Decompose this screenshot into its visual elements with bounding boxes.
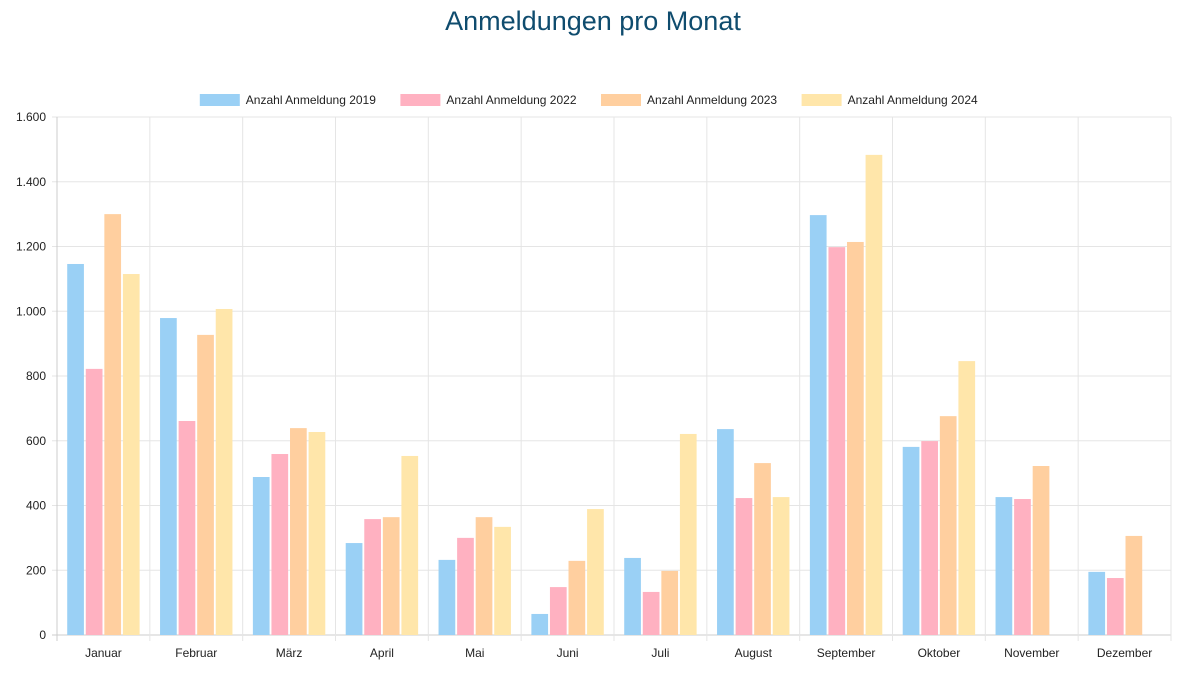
legend-label: Anzahl Anmeldung 2023: [647, 93, 777, 107]
bar: [457, 537, 474, 635]
x-tick-label: November: [1004, 646, 1059, 660]
bar: [902, 446, 920, 635]
bar: [754, 463, 771, 635]
bar: [494, 526, 511, 635]
bar: [475, 517, 493, 635]
bar: [679, 433, 697, 635]
bar: [308, 432, 326, 635]
y-tick-label: 1.200: [16, 240, 46, 254]
bar: [160, 318, 177, 635]
bar: [85, 368, 103, 635]
x-tick-label: September: [817, 646, 876, 660]
bar: [735, 498, 753, 635]
legend-swatch: [801, 94, 842, 106]
x-tick-label: Februar: [175, 646, 217, 660]
x-tick-label: April: [370, 646, 394, 660]
bar: [717, 429, 734, 635]
bar: [587, 509, 604, 635]
bar: [104, 214, 122, 635]
bar: [995, 497, 1013, 635]
bar: [939, 416, 957, 635]
bar: [290, 428, 307, 635]
y-tick-label: 1.600: [16, 110, 46, 124]
bar: [271, 454, 289, 635]
legend-label: Anzahl Anmeldung 2024: [848, 93, 978, 107]
y-tick-label: 200: [26, 563, 46, 577]
bar: [624, 557, 641, 635]
x-tick-label: Mai: [465, 646, 484, 660]
bar: [847, 241, 864, 635]
y-tick-label: 600: [26, 434, 46, 448]
bar: [568, 560, 586, 635]
bar: [531, 613, 549, 635]
bar: [642, 591, 660, 635]
x-tick-label: Juli: [651, 646, 669, 660]
y-tick-label: 400: [26, 499, 46, 513]
bar: [122, 274, 140, 635]
bar: [921, 441, 938, 635]
legend-label: Anzahl Anmeldung 2022: [446, 93, 576, 107]
bar: [549, 587, 567, 635]
bar: [865, 154, 883, 635]
bar: [1125, 535, 1143, 635]
chart-title: Anmeldungen pro Monat: [445, 6, 741, 36]
y-tick-label: 1.000: [16, 304, 46, 318]
bar: [364, 519, 381, 635]
bar: [178, 421, 196, 635]
legend-label: Anzahl Anmeldung 2019: [246, 93, 376, 107]
y-tick-label: 0: [39, 628, 46, 642]
x-tick-label: August: [735, 646, 773, 660]
bar: [1032, 466, 1050, 635]
bar: [438, 559, 456, 635]
bar: [382, 517, 400, 635]
bar: [401, 455, 419, 635]
x-tick-label: Dezember: [1097, 646, 1152, 660]
bar: [197, 334, 214, 635]
bar: [828, 247, 846, 635]
x-tick-label: Oktober: [918, 646, 961, 660]
bar: [958, 361, 976, 635]
x-tick-label: Januar: [85, 646, 122, 660]
bar: [215, 308, 233, 635]
bar: [345, 543, 363, 635]
bar: [1014, 499, 1031, 635]
x-tick-label: März: [276, 646, 303, 660]
bar: [661, 570, 679, 635]
bar: [809, 215, 827, 635]
legend-swatch: [400, 94, 441, 106]
bar: [1088, 571, 1106, 635]
x-tick-label: Juni: [557, 646, 579, 660]
bar: [252, 477, 270, 635]
legend-swatch: [199, 94, 240, 106]
legend-swatch: [601, 94, 641, 106]
bar: [1106, 578, 1124, 635]
bar: [67, 263, 84, 635]
y-tick-label: 1.400: [16, 175, 46, 189]
y-tick-label: 800: [26, 369, 46, 383]
bar: [772, 497, 790, 635]
